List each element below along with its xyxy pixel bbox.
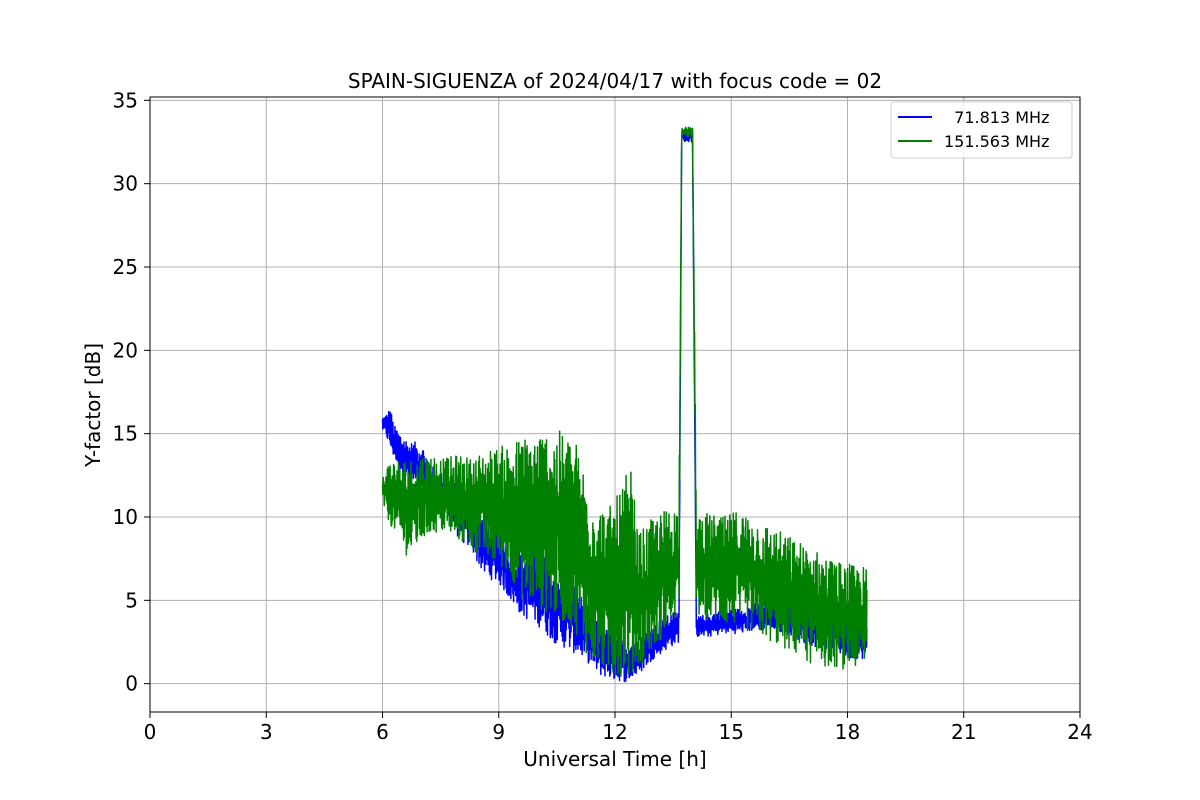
x-tick-label: 9	[492, 720, 505, 744]
x-tick-label: 15	[719, 720, 744, 744]
legend-label-71-813: 71.813 MHz	[944, 108, 1049, 127]
x-tick-label: 0	[144, 720, 157, 744]
y-tick-label: 25	[113, 255, 138, 279]
y-tick-label: 5	[125, 588, 138, 612]
x-tick-label: 12	[602, 720, 627, 744]
y-tick-label: 20	[113, 338, 138, 362]
series-lines	[381, 126, 868, 683]
legend: 71.813 MHz 151.563 MHz	[890, 101, 1073, 159]
x-tick-label: 21	[951, 720, 976, 744]
y-axis-label: Y-factor [dB]	[81, 343, 105, 468]
chart-title: SPAIN-SIGUENZA of 2024/04/17 with focus …	[348, 69, 882, 93]
x-tick-label: 24	[1067, 720, 1092, 744]
series-line-1	[381, 126, 868, 677]
y-tick-label: 10	[113, 505, 138, 529]
y-tick-label: 35	[113, 88, 138, 112]
y-tick-label: 0	[125, 672, 138, 696]
legend-box	[890, 101, 1073, 159]
x-axis-label: Universal Time [h]	[523, 747, 706, 771]
axis-ticks: 0 3 6 9 12 15 18 21 24 0 5 10 15 20 25 30 35	[113, 88, 1093, 744]
x-tick-label: 18	[835, 720, 860, 744]
y-tick-label: 30	[113, 172, 138, 196]
x-tick-label: 6	[376, 720, 389, 744]
x-tick-label: 3	[260, 720, 273, 744]
y-tick-label: 15	[113, 422, 138, 446]
grid-lines	[149, 97, 1081, 712]
legend-label-151-563: 151.563 MHz	[944, 132, 1049, 151]
